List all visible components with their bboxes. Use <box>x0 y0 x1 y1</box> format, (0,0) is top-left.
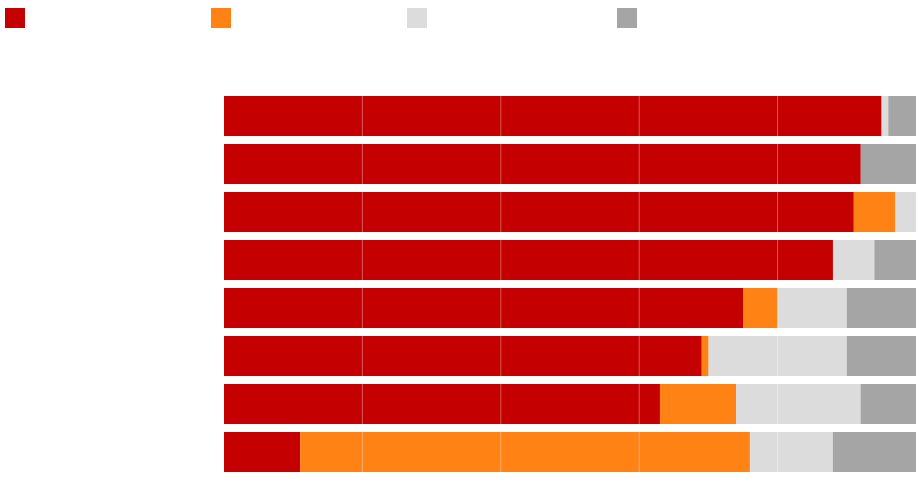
bar-segment <box>874 240 916 280</box>
bar-segment <box>846 288 916 328</box>
bar-segment <box>888 96 916 136</box>
bar-segment <box>224 432 301 472</box>
bar-segment <box>860 384 916 424</box>
bar-segment <box>300 432 750 472</box>
legend-swatch <box>617 8 637 28</box>
bar-segment <box>701 336 709 376</box>
bar-segment <box>832 240 875 280</box>
bar-segment <box>708 336 847 376</box>
legend-swatch <box>5 8 25 28</box>
bar-segment <box>659 384 737 424</box>
bar-segment <box>860 144 916 184</box>
bar-segment <box>895 192 916 232</box>
bar-segment <box>736 384 861 424</box>
bar-segment <box>224 96 882 136</box>
bar-segment <box>224 384 660 424</box>
legend-swatch <box>407 8 427 28</box>
bar-segment <box>749 432 833 472</box>
bar-segment <box>224 192 854 232</box>
bar-segment <box>224 288 743 328</box>
bar-segment <box>777 288 847 328</box>
bar-segment <box>846 336 916 376</box>
legend-swatch <box>211 8 231 28</box>
bar-segment <box>224 144 861 184</box>
bar-segment <box>881 96 889 136</box>
bar-segment <box>224 240 833 280</box>
bar-segment <box>224 336 702 376</box>
bar-segment <box>743 288 778 328</box>
bar-segment <box>853 192 896 232</box>
bar-segment <box>832 432 916 472</box>
